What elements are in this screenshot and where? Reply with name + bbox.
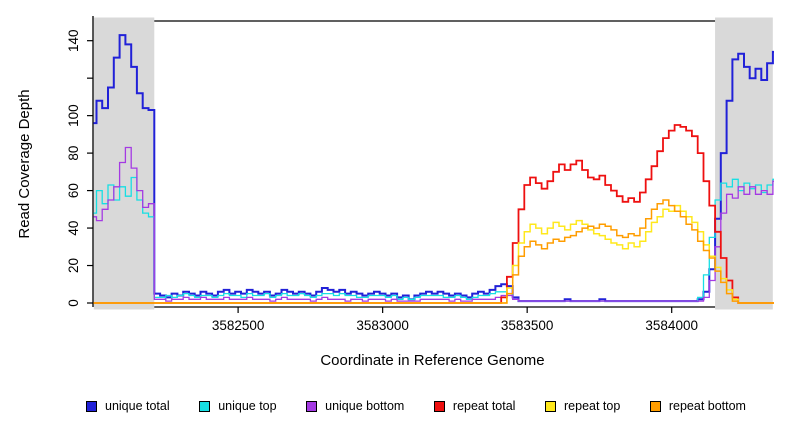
series-unique-total [93, 34, 774, 303]
legend-label-unique-top: unique top [218, 399, 277, 413]
shaded-region-left [93, 17, 155, 310]
legend-item-repeat-bottom: repeat bottom [649, 399, 746, 413]
unique-top-swatch-icon [199, 400, 211, 412]
y-axis-title: Read Coverage Depth [16, 89, 33, 239]
repeat-total-swatch-icon [433, 400, 445, 412]
series-repeat-top [93, 204, 774, 304]
legend: unique total unique top unique bottom repea… [86, 397, 746, 415]
x-tick-label: 3584000 [645, 318, 698, 333]
legend-item-unique-bottom: unique bottom [306, 399, 404, 413]
unique-total-swatch-icon [86, 400, 97, 412]
repeat-bottom-swatch-icon [649, 400, 661, 412]
series-unique-top [93, 176, 774, 302]
y-tick-label: 40 [66, 221, 81, 236]
legend-label-repeat-top: repeat top [564, 399, 621, 413]
legend-item-unique-total: unique total [86, 399, 170, 413]
repeat-top-swatch-icon [545, 400, 556, 412]
y-tick-label: 20 [66, 258, 81, 273]
y-tick-label: 100 [66, 104, 81, 127]
legend-label-repeat-total: repeat total [452, 399, 516, 413]
legend-item-repeat-top: repeat top [545, 399, 620, 413]
y-tick-label: 0 [66, 299, 81, 307]
x-tick-label: 3583500 [501, 318, 554, 333]
y-tick-label: 80 [66, 146, 81, 161]
y-tick-label: 140 [66, 29, 81, 52]
series-repeat-bottom [93, 199, 774, 304]
unique-bottom-swatch-icon [306, 400, 318, 412]
legend-item-repeat-total: repeat total [433, 399, 516, 413]
y-tick-label: 60 [66, 183, 81, 198]
series-repeat-total [93, 124, 774, 304]
legend-item-unique-top: unique top [199, 399, 277, 413]
series-group [93, 34, 774, 304]
x-axis-title: Coordinate in Reference Genome [320, 352, 545, 369]
legend-label-repeat-bottom: repeat bottom [668, 399, 746, 413]
legend-label-unique-total: unique total [105, 399, 170, 413]
series-unique-bottom [93, 146, 774, 302]
legend-label-unique-bottom: unique bottom [325, 399, 405, 413]
x-tick-label: 3583000 [356, 318, 409, 333]
x-tick-label: 3582500 [212, 318, 265, 333]
